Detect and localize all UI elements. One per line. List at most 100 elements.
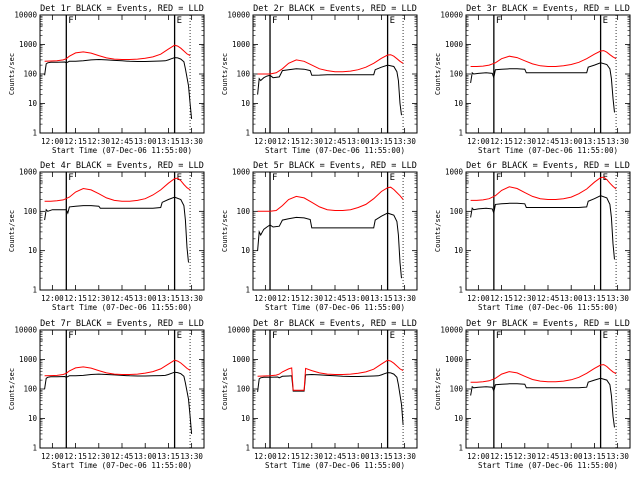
x-tick-label: 13:15 [370,294,393,303]
x-axis-label: Start Time (07-Dec-06 11:55:00) [478,303,618,312]
panel-title: Det 5r BLACK = Events, RED = LLD [253,161,417,171]
x-tick-label: 13:15 [583,294,606,303]
panel-det-7: Det 7r BLACK = Events, RED = LLD 1 10 100 10… [8,319,205,470]
flag-label: F [496,331,501,341]
x-tick-label: 12:00 [41,137,64,146]
x-tick-label: 12:45 [324,137,347,146]
y-tick-label: 1000 [232,168,251,177]
y-tick-label: 10000 [440,11,463,20]
y-tick-label: 10 [28,246,38,255]
x-tick-label: 12:15 [64,137,87,146]
y-tick-label: 10 [454,414,464,423]
x-axis-label: Start Time (07-Dec-06 11:55:00) [265,303,405,312]
x-tick-label: 12:30 [88,137,111,146]
x-tick-label: 12:45 [111,294,134,303]
x-tick-label: 12:00 [254,294,277,303]
x-tick-label: 13:30 [606,137,629,146]
y-tick-label: 1 [32,286,37,295]
series-line-lld [44,177,191,202]
y-axis-label: Counts/sec [8,368,16,410]
flag-label: E [390,16,395,26]
plot-frame [465,329,631,449]
y-axis-label: Counts/sec [434,53,442,95]
x-tick-label: 13:00 [134,137,157,146]
flag-label: F [68,331,73,341]
flag-label: E [603,331,608,341]
x-tick-label: 13:00 [560,452,583,461]
panel-det-5: Det 5r BLACK = Events, RED = LLD 1 10 100 10… [221,161,418,312]
panel-det-6: Det 6r BLACK = Events, RED = LLD 1 10 100 10… [434,161,631,312]
series-line-lld [257,54,404,75]
x-tick-label: 12:00 [41,452,64,461]
series-line-lld [470,50,617,67]
y-axis-label: Counts/sec [221,53,229,95]
series-line-events [470,195,615,260]
panel-det-9: Det 9r BLACK = Events, RED = LLD 1 10 100 10… [434,319,631,470]
series-line-lld [257,359,404,391]
y-axis-label: Counts/sec [221,210,229,252]
panel-title: Det 2r BLACK = Events, RED = LLD [253,4,417,14]
plot-frame [252,14,418,134]
y-tick-label: 1000 [232,355,251,364]
x-tick-label: 13:30 [180,294,203,303]
flag-label: E [177,16,182,26]
y-tick-label: 10 [241,246,251,255]
flag-label: F [68,173,73,183]
x-tick-label: 12:00 [467,452,490,461]
x-tick-label: 13:15 [157,294,180,303]
x-tick-label: 12:45 [324,452,347,461]
panel-title: Det 8r BLACK = Events, RED = LLD [253,319,417,329]
flag-label: F [272,331,277,341]
flag-label: F [496,16,501,26]
x-tick-label: 12:30 [301,137,324,146]
x-tick-label: 12:00 [254,137,277,146]
x-tick-label: 12:15 [64,452,87,461]
panel-title: Det 1r BLACK = Events, RED = LLD [40,4,204,14]
y-tick-label: 1 [245,286,250,295]
series-line-lld [470,364,617,383]
x-tick-label: 12:00 [41,294,64,303]
y-tick-label: 10000 [227,11,250,20]
panel-det-8: Det 8r BLACK = Events, RED = LLD 1 10 100 10… [221,319,418,470]
flag-label: F [272,16,277,26]
x-axis-label: Start Time (07-Dec-06 11:55:00) [52,461,192,470]
series-line-lld [44,359,191,377]
x-tick-label: 12:15 [277,452,300,461]
flag-label: E [390,173,395,183]
y-tick-label: 1000 [445,40,464,49]
x-axis-label: Start Time (07-Dec-06 11:55:00) [265,461,405,470]
x-tick-label: 12:30 [301,294,324,303]
x-tick-label: 13:15 [583,452,606,461]
series-line-events [470,62,615,113]
x-tick-label: 12:15 [490,452,513,461]
series-line-lld [257,186,404,212]
y-tick-label: 10000 [14,11,37,20]
x-tick-label: 13:30 [393,452,416,461]
x-axis-label: Start Time (07-Dec-06 11:55:00) [52,303,192,312]
y-tick-label: 10000 [14,326,37,335]
x-tick-label: 12:45 [537,452,560,461]
y-tick-label: 1000 [19,355,38,364]
plot-frame [39,14,205,134]
x-tick-label: 13:00 [134,294,157,303]
x-axis-label: Start Time (07-Dec-06 11:55:00) [478,461,618,470]
panel-det-2: Det 2r BLACK = Events, RED = LLD 1 10 100 10… [221,4,418,155]
panel-title: Det 6r BLACK = Events, RED = LLD [466,161,630,171]
series-line-events [470,377,615,428]
y-tick-label: 1 [245,129,250,138]
y-tick-label: 1 [458,444,463,453]
series-line-events [44,196,189,263]
x-tick-label: 12:45 [537,137,560,146]
y-axis-label: Counts/sec [434,368,442,410]
x-tick-label: 13:30 [606,452,629,461]
y-axis-label: Counts/sec [434,210,442,252]
plot-frame [465,171,631,291]
y-tick-label: 10 [28,414,38,423]
series-line-lld [44,44,191,62]
plot-frame [252,171,418,291]
y-tick-label: 1000 [445,355,464,364]
x-tick-label: 13:30 [393,137,416,146]
flag-label: E [603,16,608,26]
x-tick-label: 13:00 [347,452,370,461]
